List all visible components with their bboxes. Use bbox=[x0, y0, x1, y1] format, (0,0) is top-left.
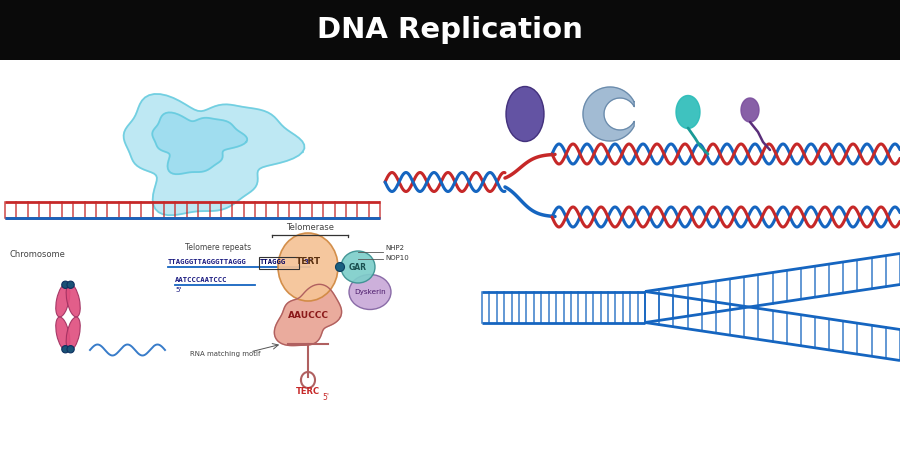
Polygon shape bbox=[123, 94, 304, 215]
Ellipse shape bbox=[67, 284, 80, 317]
Polygon shape bbox=[152, 112, 248, 174]
Text: 5': 5' bbox=[322, 393, 329, 402]
Text: NOP10: NOP10 bbox=[385, 255, 409, 261]
Text: TTAGGG: TTAGGG bbox=[260, 259, 286, 265]
Text: TERC: TERC bbox=[296, 387, 320, 396]
FancyBboxPatch shape bbox=[0, 0, 900, 60]
Ellipse shape bbox=[67, 346, 74, 353]
Ellipse shape bbox=[62, 346, 69, 353]
Text: 3': 3' bbox=[300, 259, 313, 265]
Text: 5': 5' bbox=[175, 287, 182, 293]
Polygon shape bbox=[741, 98, 759, 122]
Ellipse shape bbox=[341, 251, 375, 283]
Ellipse shape bbox=[278, 233, 338, 301]
Ellipse shape bbox=[67, 317, 80, 350]
Ellipse shape bbox=[349, 275, 391, 310]
Text: Telomerase: Telomerase bbox=[286, 223, 334, 232]
Ellipse shape bbox=[56, 317, 70, 350]
Text: AAUCCC: AAUCCC bbox=[287, 312, 328, 320]
Ellipse shape bbox=[336, 262, 345, 271]
Text: TERT: TERT bbox=[295, 256, 320, 265]
Text: GAR: GAR bbox=[349, 262, 367, 271]
Ellipse shape bbox=[506, 86, 544, 142]
Text: DNA Replication: DNA Replication bbox=[317, 16, 583, 44]
Ellipse shape bbox=[56, 284, 70, 317]
Text: Chromosome: Chromosome bbox=[10, 250, 66, 259]
Ellipse shape bbox=[67, 281, 74, 288]
Text: AATCCCAATCCC: AATCCCAATCCC bbox=[175, 277, 228, 283]
Text: Telomere repeats: Telomere repeats bbox=[185, 243, 251, 252]
Text: NHP2: NHP2 bbox=[385, 245, 404, 251]
Text: RNA matching motif: RNA matching motif bbox=[190, 351, 260, 357]
Text: TTAGGGTTAGGGTTAGGG: TTAGGGTTAGGGTTAGGG bbox=[168, 259, 247, 265]
Polygon shape bbox=[583, 87, 634, 141]
Polygon shape bbox=[274, 284, 342, 346]
Ellipse shape bbox=[62, 281, 69, 288]
Text: Dyskerin: Dyskerin bbox=[355, 289, 386, 295]
Polygon shape bbox=[676, 95, 700, 128]
